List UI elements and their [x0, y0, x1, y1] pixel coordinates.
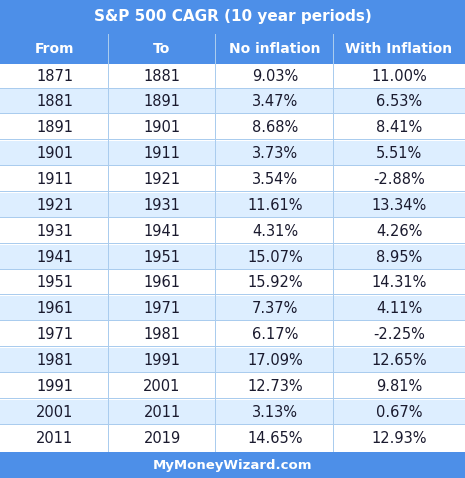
- Text: 1911: 1911: [36, 172, 73, 187]
- Text: 1991: 1991: [36, 379, 73, 394]
- Text: 1991: 1991: [144, 353, 180, 368]
- Text: 1951: 1951: [144, 250, 180, 265]
- Text: 9.81%: 9.81%: [376, 379, 422, 394]
- Text: 8.68%: 8.68%: [252, 120, 298, 135]
- Text: 1911: 1911: [144, 146, 180, 161]
- Text: 1881: 1881: [36, 94, 73, 109]
- Text: No inflation: No inflation: [229, 42, 321, 56]
- Text: 8.41%: 8.41%: [376, 120, 422, 135]
- Text: 1981: 1981: [144, 327, 180, 342]
- Text: 1901: 1901: [143, 120, 180, 135]
- Text: 13.34%: 13.34%: [372, 198, 426, 213]
- Text: 1931: 1931: [144, 198, 180, 213]
- Text: 12.93%: 12.93%: [371, 431, 427, 446]
- Text: 1931: 1931: [36, 224, 73, 239]
- Text: 2001: 2001: [143, 379, 181, 394]
- Text: 1871: 1871: [36, 69, 73, 84]
- Text: 1921: 1921: [36, 198, 73, 213]
- Text: 2001: 2001: [36, 405, 73, 420]
- Text: 3.47%: 3.47%: [252, 94, 298, 109]
- Text: 12.73%: 12.73%: [247, 379, 303, 394]
- Text: 1971: 1971: [143, 301, 180, 316]
- Text: 4.31%: 4.31%: [252, 224, 298, 239]
- Text: -2.25%: -2.25%: [373, 327, 425, 342]
- Text: 2019: 2019: [143, 431, 180, 446]
- Text: 6.53%: 6.53%: [376, 94, 422, 109]
- Text: 1981: 1981: [36, 353, 73, 368]
- Text: 1881: 1881: [144, 69, 180, 84]
- Text: 9.03%: 9.03%: [252, 69, 298, 84]
- Text: From: From: [35, 42, 74, 56]
- Text: 1961: 1961: [36, 301, 73, 316]
- Text: 14.31%: 14.31%: [372, 275, 427, 290]
- Text: 12.65%: 12.65%: [371, 353, 427, 368]
- Text: 2011: 2011: [143, 405, 180, 420]
- Text: With Inflation: With Inflation: [345, 42, 452, 56]
- Text: 11.61%: 11.61%: [247, 198, 303, 213]
- Text: 3.54%: 3.54%: [252, 172, 298, 187]
- Text: 3.73%: 3.73%: [252, 146, 298, 161]
- Text: 15.92%: 15.92%: [247, 275, 303, 290]
- Text: 5.51%: 5.51%: [376, 146, 422, 161]
- Text: 1971: 1971: [36, 327, 73, 342]
- Text: -2.88%: -2.88%: [373, 172, 425, 187]
- Text: 15.07%: 15.07%: [247, 250, 303, 265]
- Text: 6.17%: 6.17%: [252, 327, 298, 342]
- Text: 1941: 1941: [144, 224, 180, 239]
- Text: 8.95%: 8.95%: [376, 250, 422, 265]
- Text: S&P 500 CAGR (10 year periods): S&P 500 CAGR (10 year periods): [93, 10, 372, 24]
- Text: 17.09%: 17.09%: [247, 353, 303, 368]
- Text: 11.00%: 11.00%: [371, 69, 427, 84]
- Text: 0.67%: 0.67%: [376, 405, 422, 420]
- Text: 1891: 1891: [36, 120, 73, 135]
- Text: To: To: [153, 42, 171, 56]
- Text: MyMoneyWizard.com: MyMoneyWizard.com: [153, 458, 312, 471]
- Text: 7.37%: 7.37%: [252, 301, 298, 316]
- Text: 3.13%: 3.13%: [252, 405, 298, 420]
- Text: 14.65%: 14.65%: [247, 431, 303, 446]
- Text: 4.11%: 4.11%: [376, 301, 422, 316]
- Text: 1921: 1921: [143, 172, 180, 187]
- Text: 2011: 2011: [36, 431, 73, 446]
- Text: 1941: 1941: [36, 250, 73, 265]
- Text: 4.26%: 4.26%: [376, 224, 422, 239]
- Text: 1961: 1961: [144, 275, 180, 290]
- Text: 1901: 1901: [36, 146, 73, 161]
- Text: 1951: 1951: [36, 275, 73, 290]
- Text: 1891: 1891: [144, 94, 180, 109]
